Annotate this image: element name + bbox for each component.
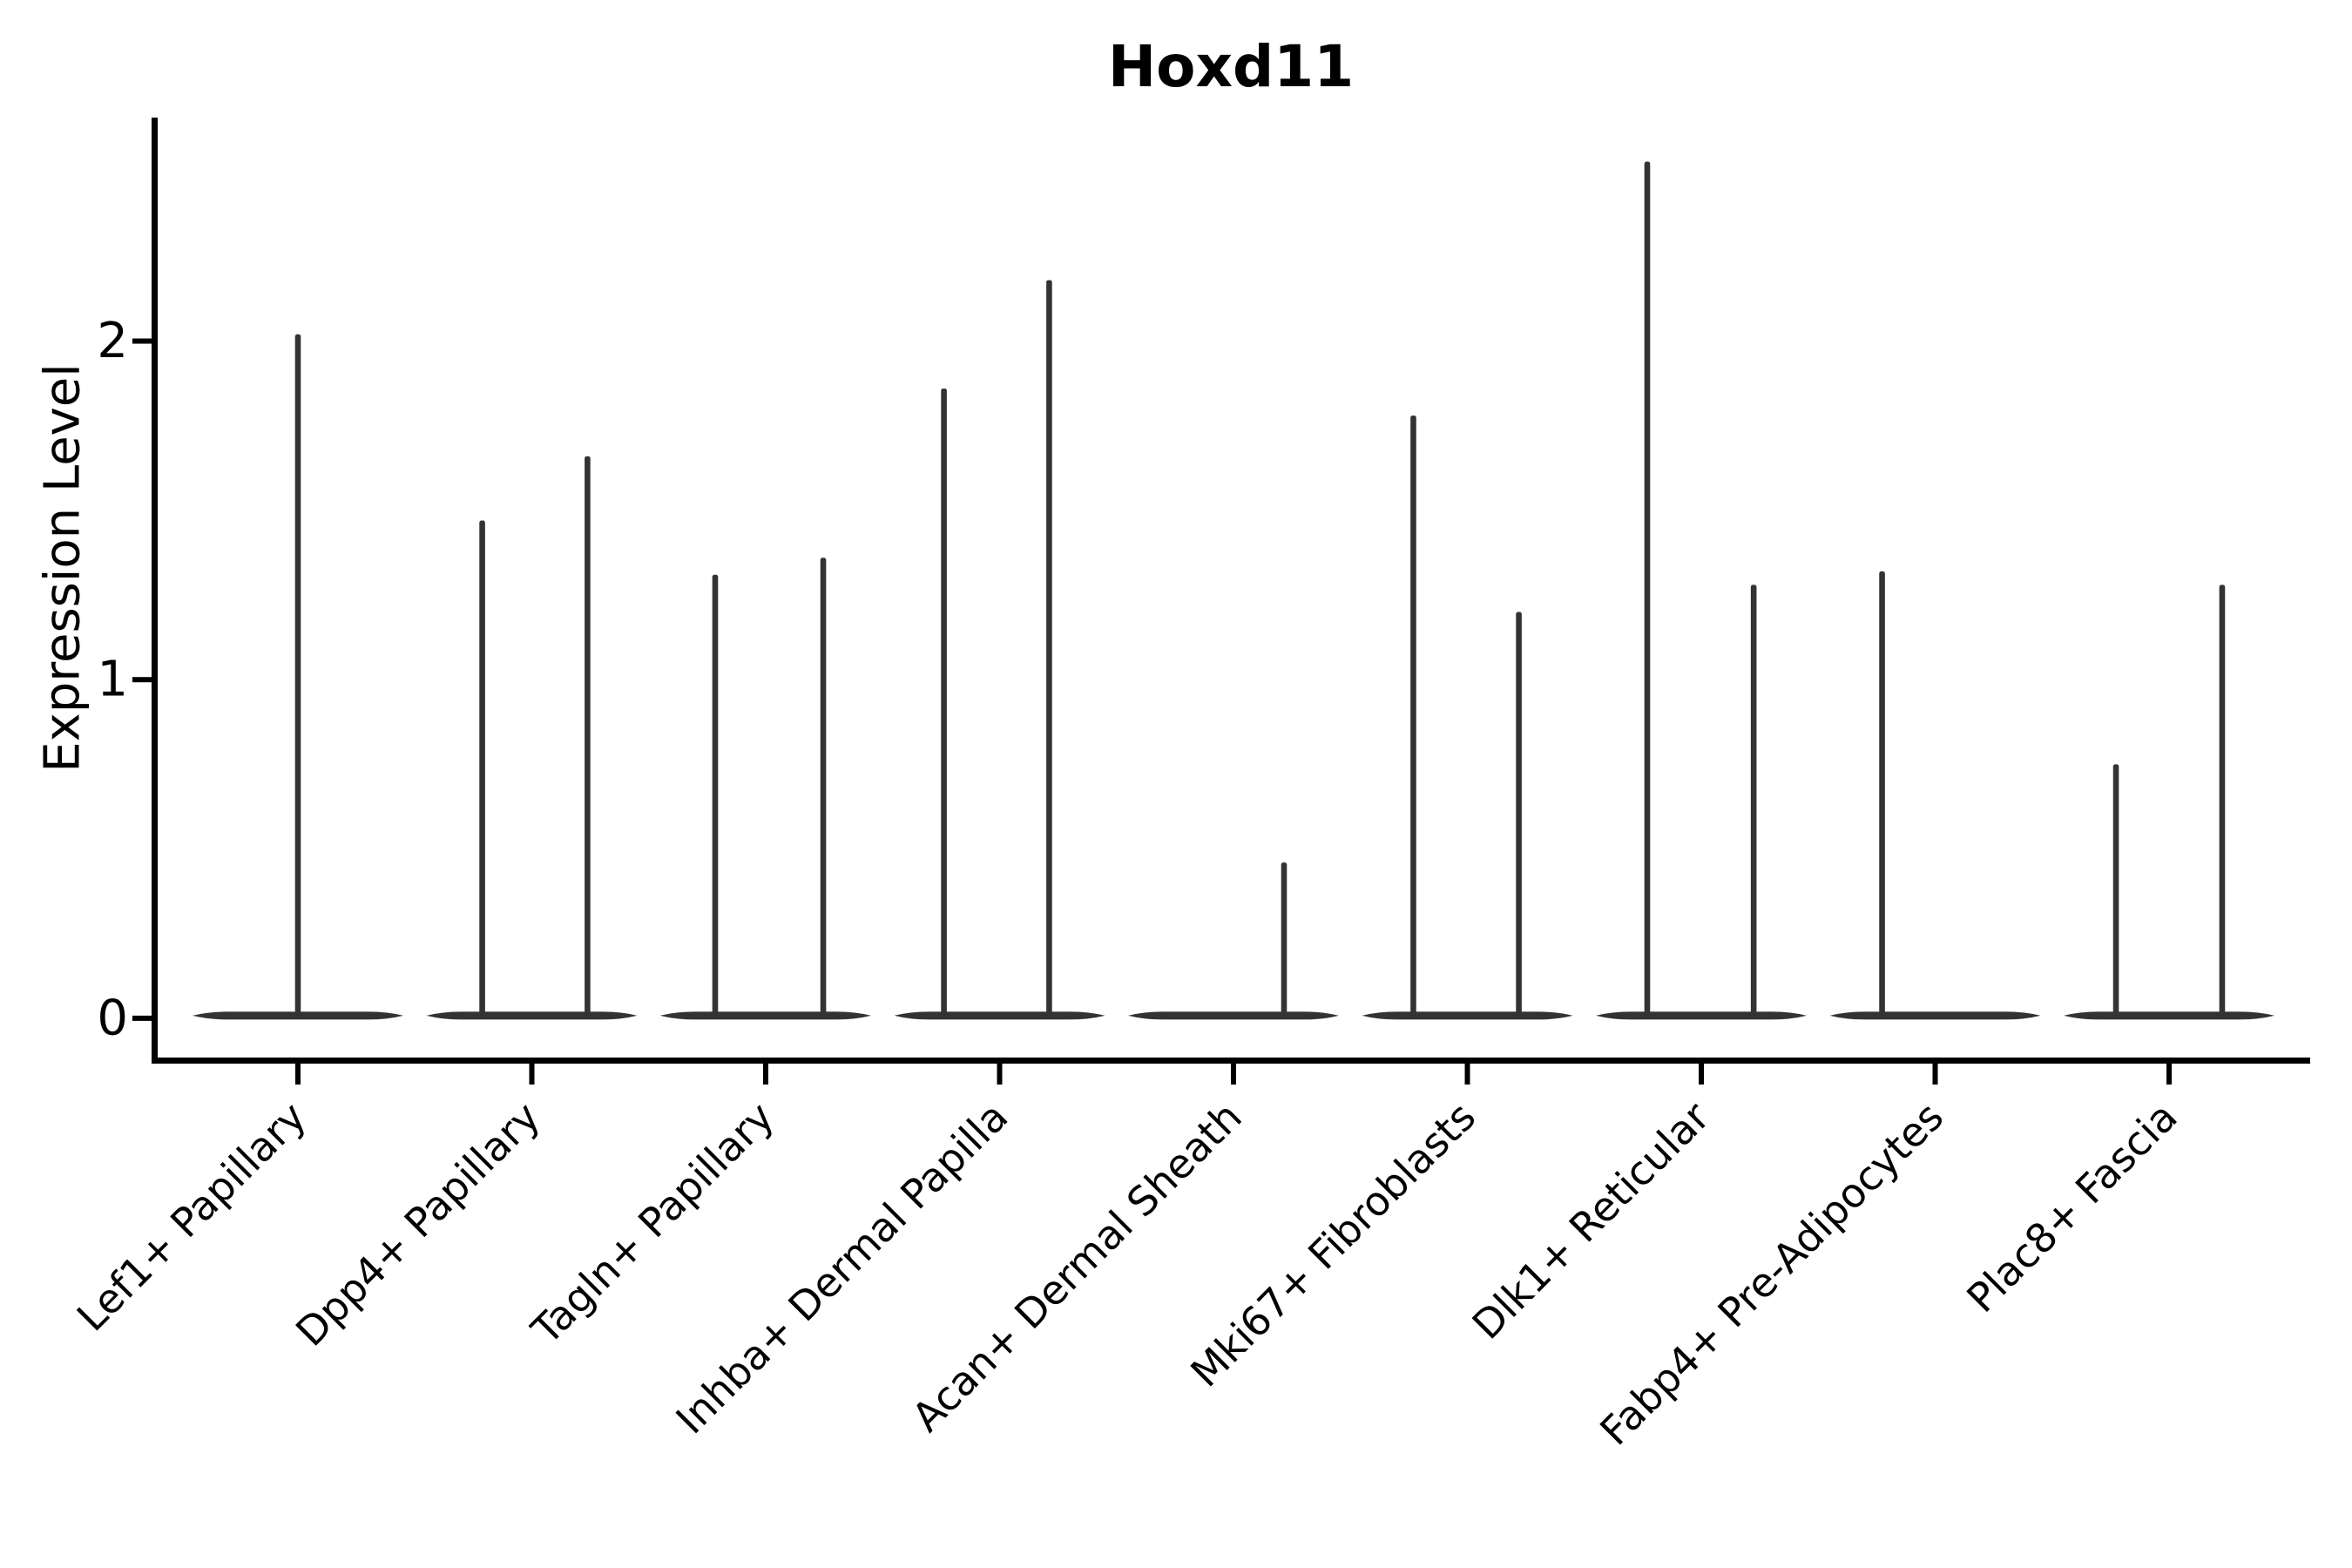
expression-spike	[1750, 585, 1757, 1016]
expression-spike	[2219, 585, 2226, 1016]
expression-spike	[294, 334, 301, 1016]
y-tick-mark	[132, 677, 152, 683]
y-tick-label: 1	[97, 652, 128, 708]
expression-spike	[1410, 416, 1416, 1016]
violin-base	[2064, 1011, 2274, 1020]
expression-spike	[1281, 862, 1288, 1016]
expression-spike	[1516, 612, 1522, 1016]
x-tick-label: Dlk1+ Reticular	[1463, 1093, 1719, 1348]
expression-spike	[2112, 764, 2119, 1016]
x-tick-mark	[1464, 1064, 1470, 1085]
x-tick-mark	[763, 1064, 768, 1085]
x-tick-mark	[1699, 1064, 1704, 1085]
x-tick-mark	[2166, 1064, 2172, 1085]
violin-base	[660, 1011, 871, 1020]
x-tick-label: Dpp4+ Papillary	[287, 1093, 549, 1355]
y-tick-mark	[132, 338, 152, 344]
violin-base	[426, 1011, 638, 1020]
y-axis-label: Expression Level	[34, 363, 91, 773]
y-tick-label: 0	[97, 990, 128, 1046]
x-tick-mark	[1932, 1064, 1938, 1085]
x-axis-spine	[152, 1058, 2310, 1064]
expression-spike	[1879, 571, 1885, 1016]
expression-spike	[1644, 161, 1651, 1016]
violin-base	[1829, 1011, 2041, 1020]
expression-spike	[585, 456, 591, 1016]
expression-spike	[479, 520, 485, 1016]
x-tick-mark	[295, 1064, 301, 1085]
y-axis-spine	[152, 118, 158, 1064]
x-tick-mark	[997, 1064, 1003, 1085]
violin-base	[1596, 1011, 1807, 1020]
x-tick-label: Lef1+ Papillary	[68, 1093, 315, 1341]
violin-base	[1362, 1011, 1573, 1020]
expression-spike	[712, 574, 719, 1016]
x-tick-mark	[1231, 1064, 1236, 1085]
violin-base	[1128, 1011, 1339, 1020]
x-tick-mark	[529, 1064, 535, 1085]
expression-spike	[1046, 280, 1052, 1016]
y-tick-mark	[132, 1015, 152, 1021]
violin-base	[894, 1011, 1105, 1020]
expression-spike	[820, 558, 827, 1016]
expression-spike	[941, 388, 947, 1016]
x-tick-label: Plac8+ Fascia	[1957, 1093, 2186, 1321]
chart-title: Hoxd11	[1107, 33, 1355, 100]
x-tick-label: Tagln+ Papillary	[522, 1093, 783, 1355]
y-tick-label: 2	[97, 313, 128, 369]
